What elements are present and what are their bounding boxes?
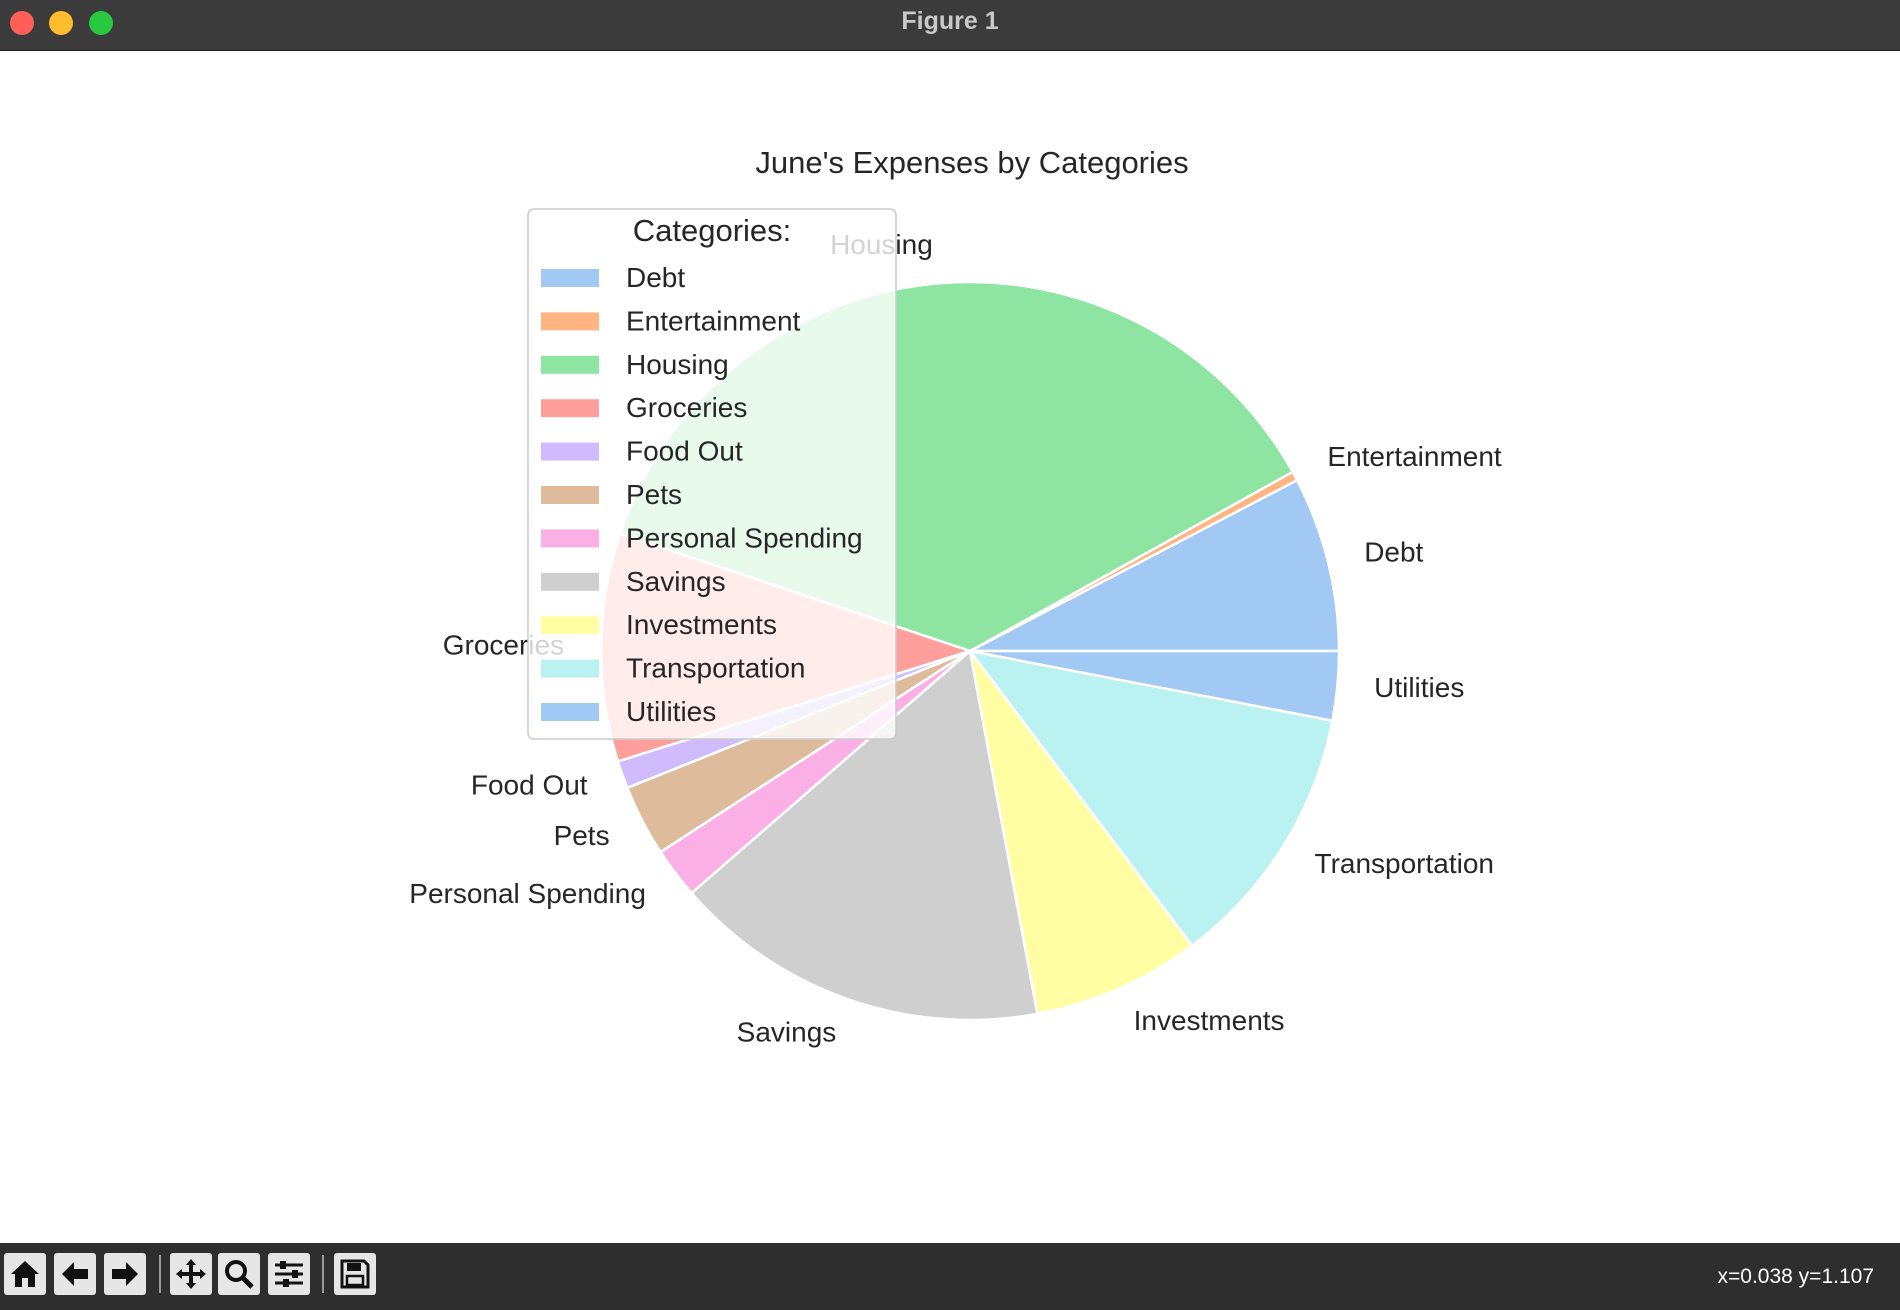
pie-slice-savings [690,649,1039,1022]
pie-slice-transportation [968,649,1334,947]
slice-label: Investments [1134,1005,1285,1036]
forward-arrow-icon [112,1262,138,1286]
legend-swatch [541,616,599,635]
pan-button[interactable] [170,1253,212,1295]
legend-label: Personal Spending [626,522,863,553]
toolbar-separator [159,1255,161,1293]
slice-label: Savings [737,1017,837,1048]
legend-swatch [541,312,599,331]
minimize-window-button[interactable] [49,11,73,35]
legend-swatch [541,659,599,678]
legend-label: Utilities [626,696,716,727]
zoom-icon [225,1260,254,1289]
slice-label: Food Out [471,769,588,800]
cursor-coordinates: x=0.038 y=1.107 [1717,1265,1874,1288]
legend-swatch [541,399,599,418]
pan-icon [176,1259,206,1289]
legend-label: Entertainment [626,305,801,336]
home-icon [11,1261,39,1287]
legend-label: Investments [626,609,777,640]
legend-label: Debt [626,262,685,293]
pie-chart: Debt Entertainment Housing Groceries Food Ou… [409,145,1502,1048]
legend-swatch [541,355,599,374]
save-icon [340,1259,370,1289]
slice-label: Entertainment [1327,441,1502,472]
slice-label: Pets [554,820,610,851]
forward-button[interactable] [104,1253,146,1295]
legend-label: Groceries [626,392,747,423]
pie-slice-debt [968,478,1341,653]
slice-label: Personal Spending [409,878,646,909]
configure-icon [275,1261,303,1287]
toolbar-separator [322,1255,324,1293]
home-button[interactable] [4,1253,46,1295]
back-button[interactable] [54,1253,96,1295]
figure-canvas[interactable]: Debt Entertainment Housing Groceries Food Ou… [0,51,1900,1243]
chart-title: June's Expenses by Categories [755,145,1188,180]
legend-swatch [541,442,599,461]
legend-swatch [541,529,599,548]
legend-title: Categories: [633,213,792,248]
configure-subplots-button[interactable] [268,1253,310,1295]
legend-label: Savings [626,566,726,597]
legend-swatch [541,269,599,287]
window-title: Figure 1 [901,7,999,35]
legend-label: Food Out [626,436,743,467]
pie-slice-investments [968,649,1194,1016]
legend-frame [527,208,897,740]
legend-swatch [541,572,599,591]
chart-legend: Categories: Debt Entertainment Housing Groc… [527,208,897,740]
legend-label: Pets [626,479,682,510]
maximize-window-button[interactable] [89,11,113,35]
navigation-toolbar: x=0.038 y=1.107 [0,1243,1900,1310]
legend-label: Transportation [626,653,806,684]
close-window-button[interactable] [10,11,34,35]
legend-swatch [541,703,599,721]
save-button[interactable] [334,1253,376,1295]
slice-label: Transportation [1315,848,1495,879]
legend-label: Housing [626,349,729,380]
slice-label: Utilities [1374,672,1464,703]
zoom-button[interactable] [218,1253,260,1295]
pie-slice-utilities [968,649,1341,722]
title-bar: Figure 1 [0,0,1900,51]
slice-label: Debt [1364,537,1423,568]
back-arrow-icon [62,1262,88,1286]
legend-swatch [541,486,599,504]
